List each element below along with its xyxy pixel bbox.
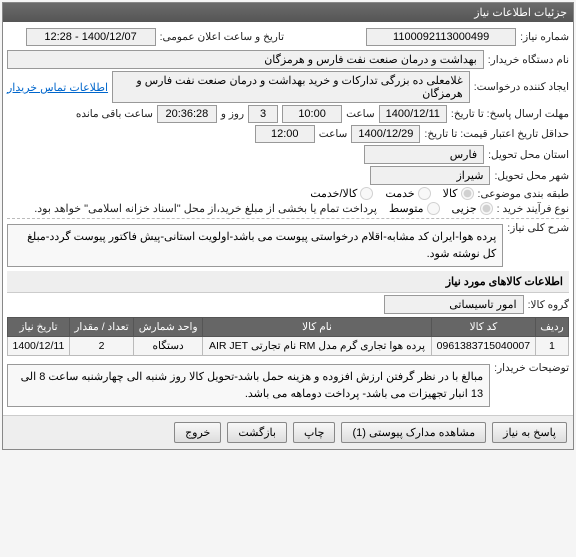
table-header: نام کالا [203,318,432,337]
table-cell: 1400/12/11 [8,337,70,356]
need-details-panel: جزئیات اطلاعات نیاز شماره نیاز: 11000921… [2,2,574,450]
respond-button[interactable]: پاسخ به نیاز [492,422,567,443]
city-label: شهر محل تحویل: [494,170,569,182]
process-label: نوع فرآیند خرید : [497,203,569,215]
process-radio-partial[interactable] [480,202,493,215]
category-radio-both[interactable] [360,187,373,200]
province-label: استان محل تحویل: [488,149,569,161]
buyer-org-value: بهداشت و درمان صنعت نفت فارس و هرمزگان [7,50,484,69]
general-desc-label: شرح کلی نیاز: [507,222,569,234]
category-radio-service[interactable] [418,187,431,200]
response-deadline-time: 10:00 [282,105,342,123]
price-validity-date: 1400/12/29 [351,125,420,143]
city-value: شیراز [370,166,490,185]
category-label-both: کالا/خدمت [310,187,357,200]
category-label: طبقه بندی موضوعی: [478,188,569,200]
attachments-button[interactable]: مشاهده مدارک پیوستی (1) [341,422,486,443]
table-row: 10961383715040007پرده هوا تجاری گرم مدل … [8,337,569,356]
announce-datetime-value: 1400/12/07 - 12:28 [26,28,156,46]
response-deadline-date: 1400/12/11 [379,105,447,123]
print-button[interactable]: چاپ [293,422,336,443]
need-number-label: شماره نیاز: [520,31,569,43]
items-table: ردیفکد کالانام کالاواحد شمارشتعداد / مقد… [7,317,569,356]
process-note: پرداخت تمام یا بخشی از مبلغ خرید،از محل … [34,202,377,215]
response-deadline-label: مهلت ارسال پاسخ: تا تاریخ: [451,108,569,120]
announce-datetime-label: تاریخ و ساعت اعلان عمومی: [160,31,284,43]
process-label-medium: متوسط [389,202,424,215]
price-validity-time-label: ساعت [319,128,348,140]
table-cell: 0961383715040007 [431,337,535,356]
buyer-notes-text: مبالغ با در نظر گرفتن ارزش افزوده و هزین… [7,364,490,407]
response-days: 3 [248,105,278,123]
process-label-partial: جزیی [452,202,477,215]
category-option-service[interactable]: خدمت [385,187,430,200]
table-cell: 1 [535,337,568,356]
general-desc-text: پرده هوا-ایران کد مشابه-اقلام درخواستی پ… [7,224,503,267]
table-header: تاریخ نیاز [8,318,70,337]
price-validity-time: 12:00 [255,125,315,143]
price-validity-label: حداقل تاریخ اعتبار قیمت: تا تاریخ: [424,128,569,140]
response-remaining: 20:36:28 [157,105,217,123]
back-button[interactable]: بازگشت [227,422,287,443]
category-label-goods: کالا [443,187,458,200]
table-cell: دستگاه [134,337,203,356]
table-header: کد کالا [431,318,535,337]
button-bar: پاسخ به نیاز مشاهده مدارک پیوستی (1) چاپ… [3,415,573,449]
process-option-medium[interactable]: متوسط [389,202,440,215]
panel-title: جزئیات اطلاعات نیاز [3,3,573,22]
requester-label: ایجاد کننده درخواست: [474,81,569,93]
table-header: واحد شمارش [134,318,203,337]
table-header: تعداد / مقدار [69,318,133,337]
group-value: امور تاسیساتی [384,295,524,314]
process-radio-group: جزیی متوسط [389,202,493,215]
group-label: گروه کالا: [528,299,569,311]
process-option-partial[interactable]: جزیی [452,202,493,215]
need-number-value: 1100092113000499 [366,28,516,46]
category-radio-group: کالا خدمت کالا/خدمت [310,187,473,200]
items-section-title: اطلاعات کالاهای مورد نیاز [7,271,569,293]
category-option-goods[interactable]: کالا [443,187,474,200]
response-remaining-label: ساعت باقی مانده [76,108,153,120]
table-cell: 2 [69,337,133,356]
buyer-notes-label: توضیحات خریدار: [494,362,569,374]
buyer-org-label: نام دستگاه خریدار: [488,54,569,66]
exit-button[interactable]: خروج [174,422,221,443]
process-radio-medium[interactable] [427,202,440,215]
category-label-service: خدمت [385,187,414,200]
province-value: فارس [364,145,484,164]
table-cell: پرده هوا تجاری گرم مدل RM نام تجارتی AIR… [203,337,432,356]
response-days-label: روز و [221,108,244,120]
table-header: ردیف [535,318,568,337]
response-time-label: ساعت [346,108,375,120]
category-radio-goods[interactable] [461,187,474,200]
contact-buyer-link[interactable]: اطلاعات تماس خریدار [7,81,108,94]
category-option-both[interactable]: کالا/خدمت [310,187,373,200]
requester-value: غلامعلی ده بزرگی تدارکات و خرید بهداشت و… [112,71,470,103]
